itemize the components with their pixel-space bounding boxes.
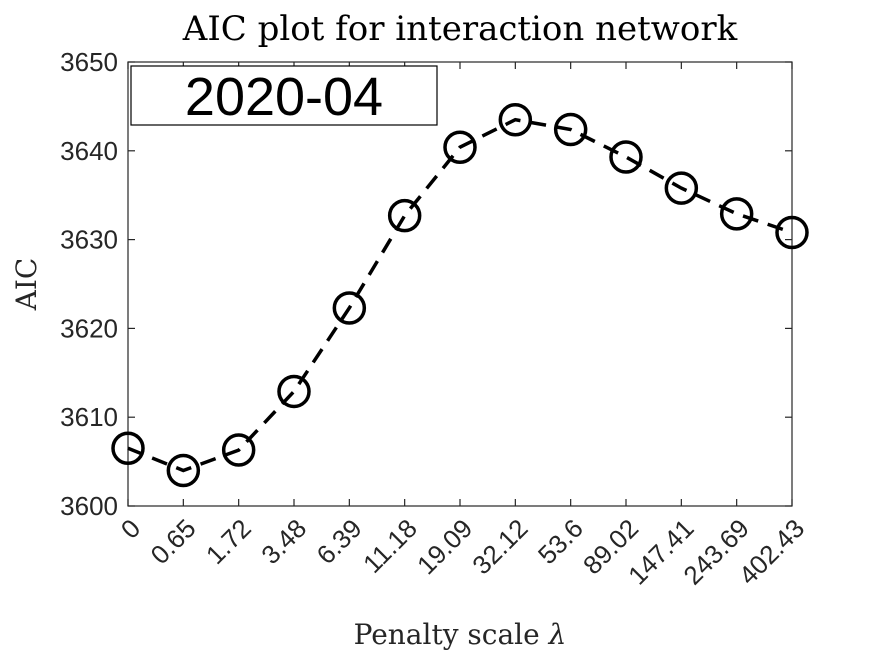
y-axis: 3600 3610 3620 3630 3640 3650 — [60, 47, 792, 521]
data-point — [387, 198, 422, 233]
data-point — [553, 112, 588, 147]
plot-area — [127, 61, 793, 507]
y-tick-label: 3640 — [60, 136, 118, 166]
data-point — [221, 433, 256, 467]
y-axis-label: AIC — [10, 258, 43, 312]
y-tick-label: 3630 — [60, 225, 118, 255]
data-point — [775, 215, 809, 250]
annotation-frame — [130, 65, 438, 126]
annotation-text: 2020-04 — [185, 67, 383, 127]
x-axis-label-symbol: λ — [548, 618, 567, 651]
data-point — [111, 431, 145, 466]
y-tick-label: 3620 — [60, 313, 118, 343]
annotation-box: 2020-04 — [130, 65, 438, 127]
x-axis-label-text: Penalty scale — [354, 618, 540, 651]
x-axis-label: Penalty scale λ — [354, 618, 567, 651]
data-point — [664, 171, 699, 205]
data-point — [166, 453, 201, 488]
y-tick-label: 3610 — [60, 402, 118, 432]
y-tick-label: 3600 — [60, 491, 118, 521]
data-point — [277, 374, 311, 409]
chart-title: AIC plot for interaction network — [182, 9, 738, 49]
series-line — [127, 117, 793, 473]
data-point — [332, 291, 367, 325]
series-aic — [111, 102, 809, 488]
y-tick-label: 3650 — [60, 47, 118, 77]
data-point — [498, 102, 533, 137]
data-point — [719, 197, 754, 231]
data-point — [609, 140, 643, 174]
data-point — [443, 130, 477, 164]
